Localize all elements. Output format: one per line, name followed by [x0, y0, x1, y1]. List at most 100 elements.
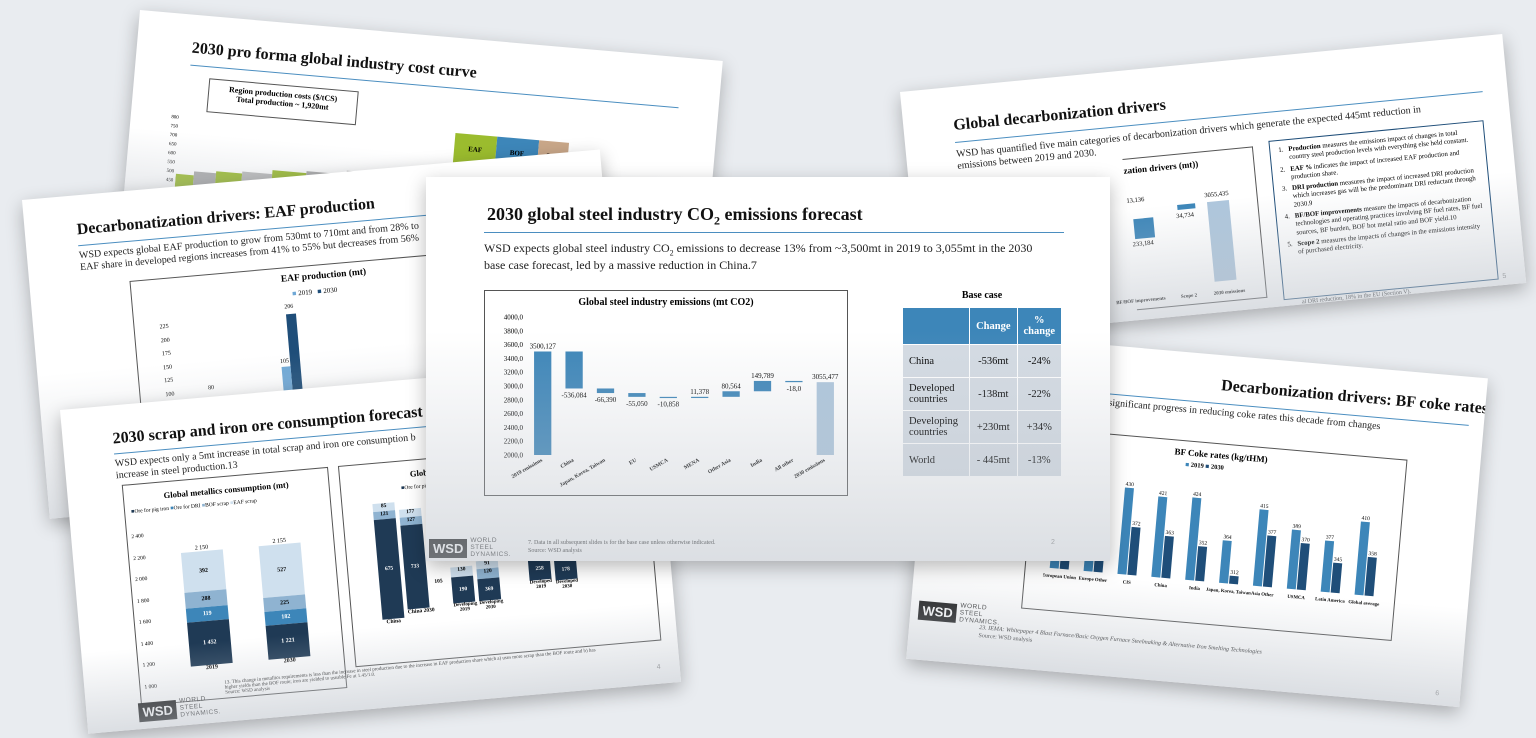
category-label: 2030 emissions: [1213, 288, 1246, 297]
category-label: Japan, Korea, Taiwan: [1206, 588, 1252, 597]
category-label: EU: [628, 458, 638, 467]
data-label: -55,050: [626, 400, 648, 408]
page-number: 5: [1502, 272, 1507, 281]
slide-body: WSD expects global steel industry CO2 em…: [484, 241, 1033, 272]
data-label: -66,390: [595, 396, 617, 404]
category-label: Asia Other: [1251, 592, 1275, 599]
category-label: CIS: [1122, 580, 1131, 586]
data-label: 415: [1260, 503, 1269, 510]
category-label: Latin America: [1315, 597, 1346, 605]
data-label: 389: [1292, 524, 1301, 531]
category-label: India: [1189, 586, 1201, 592]
bar-dri: [1133, 217, 1156, 240]
y-tick-label: 3400,0: [504, 355, 524, 363]
slide-title: 2030 pro forma global industry cost curv…: [191, 39, 478, 82]
bar-label: 80: [207, 384, 215, 392]
coke-bar: [1117, 487, 1134, 575]
category-label: USMCA: [649, 458, 669, 473]
data-label: -10,858: [658, 401, 680, 409]
chart-title: Global metallics consumption (mt): [163, 479, 289, 501]
waterfall-bar: [565, 351, 583, 389]
category-label: India: [750, 457, 764, 469]
category-label: 2030 emissions: [793, 458, 826, 481]
data-label: 424: [1193, 491, 1202, 498]
category-label: China: [560, 457, 576, 470]
data-label: 372: [1132, 521, 1141, 528]
waterfall-bar: [722, 391, 740, 397]
data-label: 430: [1125, 482, 1134, 489]
data-label: 364: [1223, 534, 1232, 541]
data-label: 3500,127: [530, 342, 557, 350]
legend: ■ 2019 ■ 2030: [1184, 461, 1225, 472]
waterfall-bar: [659, 396, 677, 399]
category-label: Other Asia: [707, 457, 732, 475]
table-row: Developed countries -138mt -22%: [901, 377, 1062, 411]
drivers-chart: zation drivers (mt)) 13,136 233,184 34,7…: [1094, 146, 1268, 311]
category-label: MENA: [683, 458, 701, 472]
page-number: 2: [1051, 539, 1055, 546]
data-label: 345: [1334, 557, 1343, 564]
data-label: 11,378: [690, 388, 709, 396]
y-axis-ticks: 2 400 2 200 2 000 1 800 1 600 1 400 1 200 1 000: [131, 533, 158, 691]
bar-label: 3055,435: [1204, 189, 1229, 200]
data-label: 312: [1230, 570, 1239, 577]
y-tick-label: 2600,0: [504, 410, 524, 418]
waterfall-bar: [753, 380, 772, 392]
category-label: USMCA: [1287, 595, 1305, 602]
category-label: European Union: [1042, 573, 1077, 581]
data-label: 80,564: [721, 382, 741, 390]
waterfall-bar: [534, 351, 552, 455]
stacked-bar-2019: 2 150 392 288 119 1 452 2019: [180, 543, 233, 672]
y-tick-label: 3200,0: [504, 369, 524, 377]
waterfall-bar: [785, 380, 803, 383]
bar-label: 13,136: [1126, 196, 1145, 205]
wsd-logo: WSD WORLD STEEL DYNAMICS.: [429, 537, 511, 558]
chart-caption-box: Region production costs ($/tCS) Total pr…: [206, 78, 359, 126]
legend: ■ 2019 ■ 2030: [291, 285, 338, 298]
category-label: China: [1154, 583, 1168, 589]
bar-bfbof: [1177, 203, 1196, 210]
waterfall-bar: [596, 388, 615, 394]
table-row: World - 445mt -13%: [901, 443, 1062, 477]
slide-title: Global decarbonization drivers: [952, 96, 1167, 134]
waterfall-bar: [691, 396, 709, 399]
bar-label: 233,184: [1132, 239, 1155, 249]
coke-bar: [1185, 497, 1202, 581]
data-label: 370: [1301, 537, 1310, 544]
data-label: 421: [1159, 490, 1168, 497]
y-tick-label: 4000,0: [504, 314, 524, 322]
coke-bar: [1151, 496, 1168, 578]
table-row: Developing countries +230mt +34%: [901, 410, 1062, 444]
emissions-chart: Global steel industry emissions (mt CO2)…: [484, 290, 848, 496]
waterfall-bar: [628, 393, 646, 397]
waterfall-chart: 4000,0 3800,0 3600,0 3400,0 3200,0 3000,0 2800…: [504, 314, 839, 489]
metallics-chart: Global metallics consumption (mt) ■Ore f…: [121, 466, 348, 707]
data-label: -536,084: [562, 391, 588, 399]
data-label: 3055,477: [812, 373, 839, 381]
category-label: Global average: [1348, 600, 1379, 608]
data-label: 410: [1361, 516, 1370, 523]
bar-label: 206: [284, 303, 294, 311]
footnote: 7. Data in all subsequent slides is for …: [528, 540, 716, 546]
category-label: All other: [774, 457, 796, 473]
title-rule: [484, 232, 1064, 233]
data-label: 358: [1368, 551, 1377, 558]
slide-main-co2[interactable]: 2030 global steel industry CO2 emissions…: [426, 177, 1110, 561]
chart-title: EAF production (mt): [280, 267, 367, 285]
coke-bar: [1195, 546, 1208, 582]
y-tick-label: 3800,0: [504, 327, 524, 335]
y-axis-ticks: 225 200 175 150 125 100: [159, 323, 175, 398]
slide-title: 2030 global steel industry CO2 emissions…: [487, 204, 863, 228]
page-number: 6: [1434, 689, 1440, 698]
base-case-table-wrap: Base case Change% change China -536mt -24%…: [901, 290, 1062, 477]
data-label: 352: [1199, 540, 1208, 547]
data-label: 363: [1165, 530, 1174, 537]
page-number: 4: [656, 663, 661, 671]
y-tick-label: 3600,0: [504, 341, 524, 349]
y-tick-label: 3000,0: [504, 383, 524, 391]
category-label: Scope 2: [1180, 293, 1198, 301]
drivers-list: 1. Production measures the emissions impa…: [1268, 120, 1499, 301]
base-case-table: Change% change China -536mt -24% Developed…: [901, 307, 1062, 477]
bar-2030: [1206, 199, 1237, 282]
data-label: 377: [1268, 529, 1277, 536]
